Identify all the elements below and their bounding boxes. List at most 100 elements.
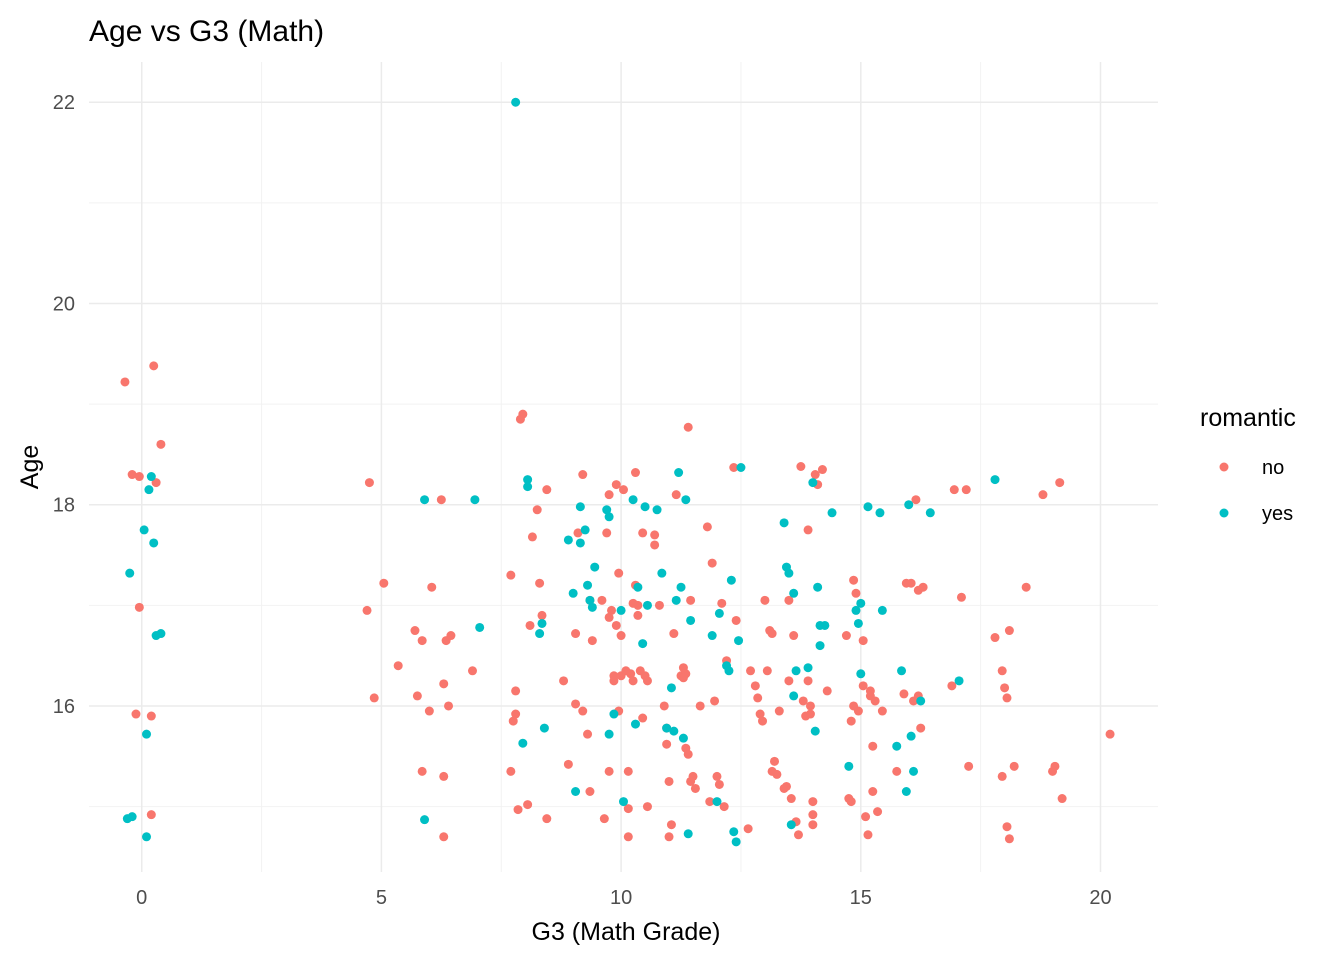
point-no bbox=[379, 578, 389, 588]
point-yes bbox=[585, 595, 595, 605]
point-no bbox=[156, 439, 166, 449]
point-no bbox=[1000, 683, 1010, 693]
point-yes bbox=[892, 741, 902, 751]
point-no bbox=[906, 578, 916, 588]
point-yes bbox=[904, 500, 914, 510]
point-no bbox=[542, 485, 552, 495]
point-no bbox=[664, 776, 674, 786]
point-yes bbox=[916, 696, 926, 706]
point-yes bbox=[633, 582, 643, 592]
point-yes bbox=[149, 538, 159, 548]
point-no bbox=[949, 485, 959, 495]
y-axis-ticks: 16 18 20 22 bbox=[53, 92, 75, 718]
legend: romantic no yes bbox=[1200, 404, 1296, 525]
point-yes bbox=[815, 641, 825, 651]
point-no bbox=[762, 666, 772, 676]
point-no bbox=[532, 505, 542, 515]
point-no bbox=[767, 629, 777, 639]
point-no bbox=[511, 686, 521, 696]
point-yes bbox=[678, 733, 688, 743]
point-no bbox=[127, 470, 137, 480]
point-no bbox=[364, 478, 374, 488]
point-no bbox=[858, 636, 868, 646]
point-no bbox=[664, 832, 674, 842]
point-yes bbox=[616, 605, 626, 615]
point-no bbox=[1004, 626, 1014, 636]
point-yes bbox=[820, 620, 830, 630]
point-no bbox=[731, 615, 741, 625]
point-no bbox=[964, 761, 974, 771]
point-yes bbox=[791, 666, 801, 676]
point-no bbox=[947, 681, 957, 691]
point-yes bbox=[580, 525, 590, 535]
point-yes bbox=[587, 602, 597, 612]
point-no bbox=[846, 716, 856, 726]
x-tick-label: 5 bbox=[376, 887, 387, 909]
point-no bbox=[690, 783, 700, 793]
point-no bbox=[717, 598, 727, 608]
point-no bbox=[410, 626, 420, 636]
point-no bbox=[1002, 822, 1012, 832]
point-yes bbox=[470, 495, 480, 505]
point-no bbox=[729, 463, 739, 473]
point-no bbox=[997, 666, 1007, 676]
point-yes bbox=[786, 820, 796, 830]
point-yes bbox=[729, 827, 739, 837]
point-yes bbox=[139, 525, 149, 535]
point-no bbox=[523, 800, 533, 810]
point-no bbox=[865, 686, 875, 696]
point-yes bbox=[604, 729, 614, 739]
point-no bbox=[619, 485, 628, 495]
point-no bbox=[654, 600, 664, 610]
point-no bbox=[146, 711, 156, 721]
point-no bbox=[417, 636, 427, 646]
point-no bbox=[424, 706, 434, 716]
point-no bbox=[753, 693, 763, 703]
point-no bbox=[638, 528, 648, 538]
point-no bbox=[808, 820, 818, 830]
point-yes bbox=[683, 829, 693, 839]
point-no bbox=[467, 666, 477, 676]
x-axis-title: G3 (Math Grade) bbox=[532, 918, 721, 946]
point-yes bbox=[146, 472, 156, 482]
point-no bbox=[633, 610, 643, 620]
point-yes bbox=[125, 568, 135, 578]
point-no bbox=[630, 468, 640, 478]
point-yes bbox=[731, 837, 741, 847]
point-no bbox=[604, 490, 614, 500]
point-no bbox=[623, 766, 633, 776]
point-yes bbox=[707, 631, 717, 641]
point-no bbox=[587, 636, 597, 646]
legend-key-yes bbox=[1219, 508, 1229, 518]
point-no bbox=[609, 676, 619, 686]
point-yes bbox=[642, 600, 652, 610]
point-yes bbox=[906, 731, 916, 741]
point-no bbox=[781, 781, 791, 791]
point-yes bbox=[535, 629, 545, 639]
point-no bbox=[1055, 478, 1065, 488]
point-yes bbox=[144, 485, 154, 495]
point-yes bbox=[523, 475, 533, 485]
point-no bbox=[796, 461, 806, 471]
point-yes bbox=[142, 832, 152, 842]
point-no bbox=[1057, 794, 1067, 804]
point-yes bbox=[628, 495, 638, 505]
point-no bbox=[892, 766, 902, 776]
point-no bbox=[602, 528, 612, 538]
point-no bbox=[446, 631, 456, 641]
point-no bbox=[444, 701, 454, 711]
point-no bbox=[913, 585, 923, 595]
point-no bbox=[719, 802, 729, 812]
x-tick-label: 20 bbox=[1089, 887, 1111, 909]
point-yes bbox=[827, 508, 837, 518]
point-no bbox=[642, 676, 652, 686]
point-yes bbox=[420, 495, 430, 505]
point-yes bbox=[640, 502, 650, 512]
point-no bbox=[525, 620, 535, 630]
point-no bbox=[808, 810, 818, 820]
point-no bbox=[659, 701, 669, 711]
point-yes bbox=[779, 518, 789, 528]
point-no bbox=[803, 676, 813, 686]
point-no bbox=[1009, 761, 1019, 771]
point-yes bbox=[736, 463, 746, 473]
